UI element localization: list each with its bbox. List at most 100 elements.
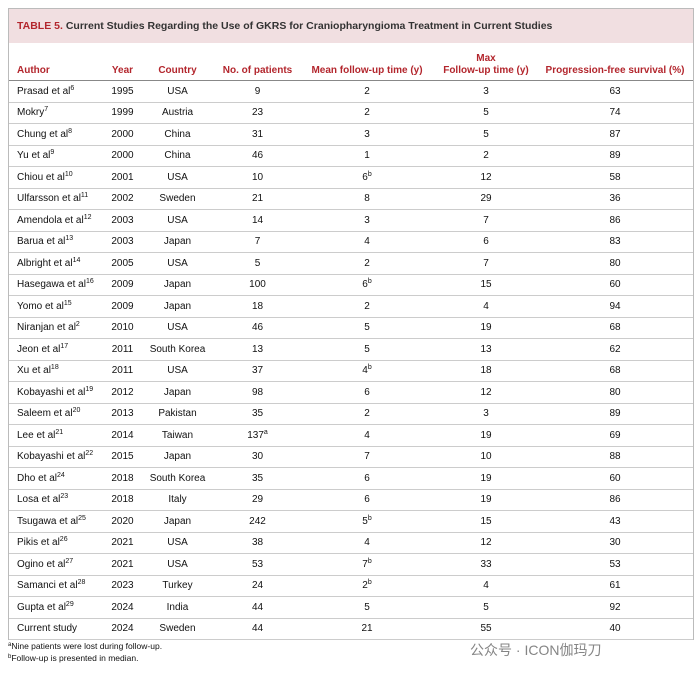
- table-cell: 21: [299, 618, 435, 640]
- table-row: Pikis et al26 2021 USA 38 4 12 30: [9, 532, 693, 554]
- table-cell: 2024: [106, 596, 139, 619]
- table-cell: USA: [139, 360, 216, 382]
- cell-superscript: 12: [83, 213, 92, 221]
- table-cell: Albright et al14: [9, 252, 106, 275]
- table-cell: 5: [216, 252, 299, 275]
- table-cell: 3: [435, 403, 537, 425]
- table-cell: 6: [299, 467, 435, 490]
- table-cell: 53: [216, 553, 299, 576]
- table-cell: 2009: [106, 274, 139, 296]
- cell-superscript: 11: [80, 192, 89, 200]
- cell-superscript: 22: [85, 450, 94, 458]
- header-text: Max: [476, 53, 496, 64]
- table-cell: 14: [216, 209, 299, 232]
- table-cell: 29: [435, 188, 537, 210]
- table-cell: 7: [299, 446, 435, 468]
- cell-superscript: b: [367, 364, 372, 372]
- table-cell: 7: [435, 252, 537, 275]
- table-row: Current study 2024 Sweden 44 21 55 40: [9, 618, 693, 640]
- column-header: Mean follow-up time (y): [299, 43, 435, 81]
- cell-text: Yomo et al: [17, 300, 64, 312]
- table-cell: 12: [435, 381, 537, 404]
- table-row: Albright et al14 2005 USA 5 2 7 80: [9, 252, 693, 275]
- cell-superscript: 15: [63, 299, 72, 307]
- cell-superscript: 17: [60, 342, 69, 350]
- table-cell: Turkey: [139, 575, 216, 597]
- cell-text: Gupta et al: [17, 601, 66, 613]
- cell-superscript: 27: [65, 557, 74, 565]
- table-cell: 2003: [106, 231, 139, 253]
- table-cell: Yomo et al15: [9, 295, 106, 318]
- table-cell: China: [139, 145, 216, 167]
- footnote-marker: a: [8, 642, 12, 648]
- cell-text: Lee et al: [17, 429, 56, 441]
- table-cell: Pakistan: [139, 403, 216, 425]
- cell-text: Losa et al: [17, 494, 61, 506]
- table-cell: 2012: [106, 381, 139, 404]
- table-cell: 1999: [106, 102, 139, 124]
- table-label: TABLE 5.: [17, 20, 63, 32]
- table-cell: 242: [216, 510, 299, 533]
- cell-superscript: 9: [50, 149, 55, 157]
- cell-superscript: 7: [44, 106, 49, 114]
- footnote-text: Nine patients were lost during follow-up…: [11, 641, 163, 651]
- table-cell: 4: [435, 295, 537, 318]
- cell-superscript: 26: [59, 536, 68, 544]
- table-cell: 63: [537, 80, 693, 103]
- cell-text: Hasegawa et al: [17, 279, 86, 291]
- table-cell: 10: [216, 166, 299, 189]
- table-cell: 87: [537, 123, 693, 146]
- table-cell: 55: [435, 618, 537, 640]
- table-cell: 83: [537, 231, 693, 253]
- table-cell: 4: [299, 231, 435, 253]
- table-cell: 100: [216, 274, 299, 296]
- column-header: No. of patients: [216, 43, 299, 81]
- table-cell: India: [139, 596, 216, 619]
- table-cell: 74: [537, 102, 693, 124]
- table-cell: Xu et al18: [9, 360, 106, 382]
- table-container: TABLE 5. Current Studies Regarding the U…: [8, 8, 694, 640]
- table-row: Amendola et al12 2003 USA 14 3 7 86: [9, 209, 693, 232]
- table-cell: 2015: [106, 446, 139, 468]
- footnote: aNine patients were lost during follow-u…: [8, 640, 162, 652]
- table-cell: 5: [435, 596, 537, 619]
- table-cell: 35: [216, 467, 299, 490]
- table-cell: Hasegawa et al16: [9, 274, 106, 296]
- table-row: Yu et al9 2000 China 46 1 2 89: [9, 145, 693, 167]
- table-body: Prasad et al6 1995 USA 9 2 3 63 Mokry7 1999 Austr…: [9, 80, 693, 640]
- table-cell: Yu et al9: [9, 145, 106, 167]
- table-row: Chiou et al10 2001 USA 10 6b 12 58: [9, 166, 693, 189]
- table-cell: Japan: [139, 510, 216, 533]
- table-cell: 38: [216, 532, 299, 554]
- cell-superscript: 14: [72, 256, 81, 264]
- cell-superscript: 25: [78, 514, 86, 522]
- table-cell: 24: [216, 575, 299, 597]
- cell-text: Chiou et al: [17, 171, 65, 183]
- table-cell: Ulfarsson et al11: [9, 188, 106, 210]
- table-cell: 19: [435, 317, 537, 339]
- cell-text: Xu et al: [17, 365, 51, 377]
- table-row: Saleem et al20 2013 Pakistan 35 2 3 89: [9, 403, 693, 425]
- table-cell: 6: [299, 381, 435, 404]
- cell-text: Prasad et al: [17, 85, 71, 97]
- table-cell: 86: [537, 209, 693, 232]
- table-cell: 61: [537, 575, 693, 597]
- table-cell: USA: [139, 317, 216, 339]
- footnote-text: Follow-up is presented in median.: [11, 653, 139, 663]
- table-cell: 5: [299, 596, 435, 619]
- table-cell: Niranjan et al2: [9, 317, 106, 339]
- cell-text: Jeon et al: [17, 343, 61, 355]
- table-cell: 137a: [216, 424, 299, 447]
- column-header: Progression-free survival (%): [537, 43, 693, 81]
- table-cell: Jeon et al17: [9, 338, 106, 361]
- table-cell: 69: [537, 424, 693, 447]
- table-cell: 46: [216, 317, 299, 339]
- table-cell: Kobayashi et al19: [9, 381, 106, 404]
- table-cell: 19: [435, 489, 537, 511]
- cell-superscript: b: [367, 278, 372, 286]
- cell-superscript: 2: [75, 321, 80, 329]
- table-cell: Sweden: [139, 188, 216, 210]
- table-cell: Pikis et al26: [9, 532, 106, 554]
- table-cell: 2020: [106, 510, 139, 533]
- cell-text: 137: [247, 429, 264, 441]
